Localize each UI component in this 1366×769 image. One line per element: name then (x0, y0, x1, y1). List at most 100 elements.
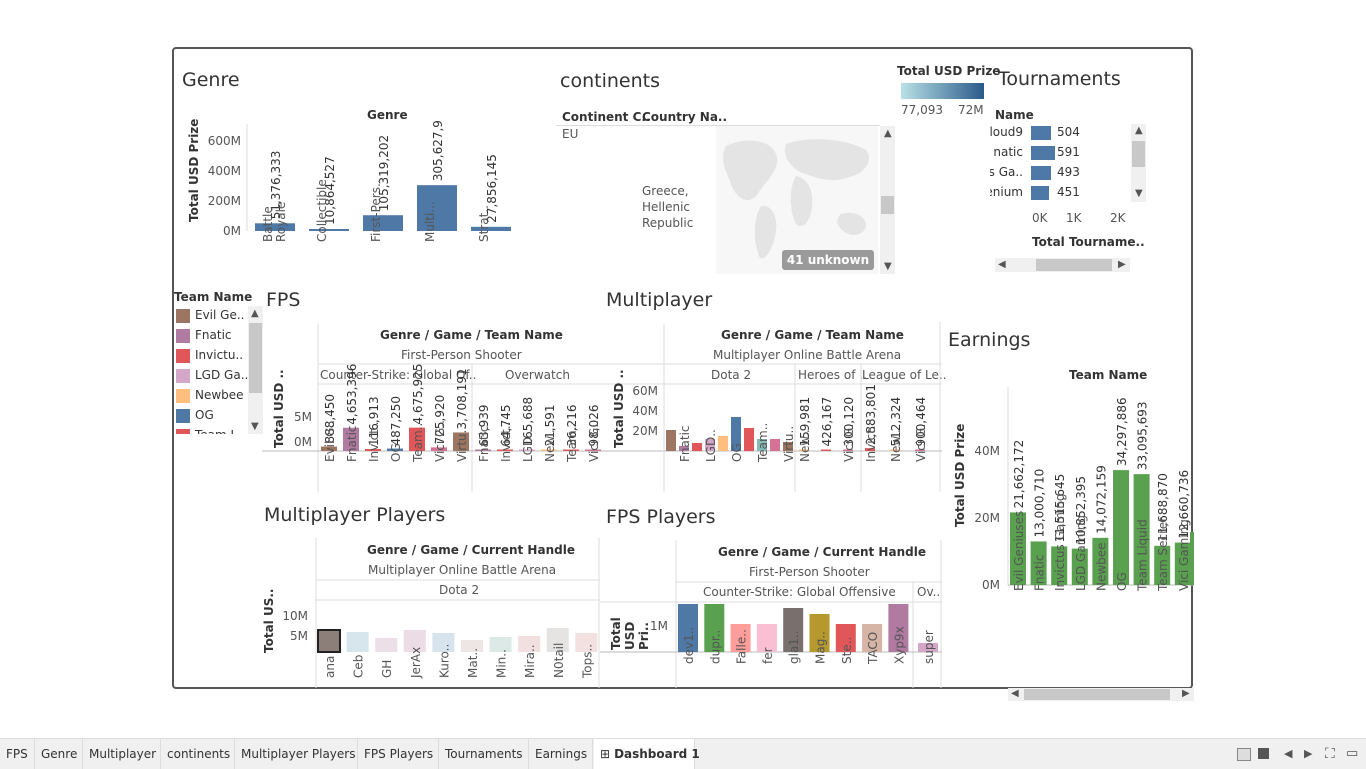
fps-players-game-cs: Counter-Strike: Global Offensive (703, 585, 896, 599)
next-sheet-icon[interactable]: ▶ (1304, 747, 1313, 760)
team-legend-scroll-up-icon[interactable]: ▲ (251, 308, 259, 319)
tournaments-hscroll-thumb[interactable] (1036, 259, 1112, 271)
fps-genre: First-Person Shooter (401, 348, 522, 362)
tournament-row-bar (1031, 146, 1055, 160)
mp-dota-category-label: Virtu.. (782, 426, 796, 462)
mp-dota-category-label: Team.. (756, 423, 770, 463)
team-legend-label: Invictu.. (195, 348, 244, 362)
tournaments-xtick-0: 0K (1032, 211, 1048, 225)
team-legend-item[interactable]: OG (176, 408, 214, 423)
earnings-scroll-left-icon[interactable]: ◀ (1011, 688, 1019, 699)
continents-col-continent[interactable]: Continent C.. (562, 110, 651, 124)
earnings-scroll-right-icon[interactable]: ▶ (1182, 688, 1190, 699)
show-tabs-icon[interactable] (1258, 748, 1269, 759)
team-legend-item[interactable]: Invictu.. (176, 348, 243, 363)
fps-cs-value-label: 725,920 (433, 395, 447, 445)
tournament-row[interactable]: natic 591 (990, 144, 1130, 162)
fps-cs-category-label: Virtu.. (455, 426, 469, 462)
earnings-value-label: 14,072,159 (1094, 465, 1108, 534)
team-legend-item[interactable]: Fnatic (176, 328, 232, 343)
earnings-hscroll-thumb[interactable] (1024, 689, 1170, 700)
earnings-value-label: 21,662,172 (1012, 440, 1026, 509)
tournaments-scroll-down-icon[interactable]: ▼ (1135, 188, 1143, 199)
fps-ow-bar (585, 449, 601, 451)
tab-fps[interactable]: FPS (0, 739, 35, 769)
fpsp-bar (862, 624, 883, 652)
mp-dota-category-label: Fnatic (678, 426, 692, 463)
tournament-row[interactable]: s Ga.. 493 (990, 164, 1130, 182)
earnings-value-label: 13,000,710 (1033, 469, 1047, 538)
team-legend-item[interactable]: LGD Ga.. (176, 368, 248, 383)
team-legend-scroll-down-icon[interactable]: ▼ (251, 421, 259, 432)
earnings-value-label: 12,660,736 (1177, 470, 1191, 539)
tournaments-title: Tournaments (998, 68, 1121, 90)
earnings-bar (1030, 541, 1047, 585)
fps-ytick: 0M (294, 435, 312, 449)
mpp-category-label: Mira.. (523, 644, 537, 678)
fpsp-category-label: dev1.. (682, 627, 696, 664)
earnings-category-label: OG (1115, 572, 1129, 591)
presentation-icon[interactable]: ▭ (1346, 746, 1359, 761)
tab-earnings[interactable]: Earnings (529, 739, 593, 769)
fps-game-ow: Overwatch (505, 368, 570, 382)
mpp-category-label: ana (323, 656, 337, 678)
team-legend-item[interactable]: Newbee (176, 388, 244, 403)
continents-scroll-thumb[interactable] (881, 196, 894, 214)
fps-ow-category-label: New.. (543, 429, 557, 462)
tab-fps-players[interactable]: FPS Players (358, 739, 439, 769)
mp-lol-bar (890, 449, 900, 451)
mp-players-title: Multiplayer Players (264, 504, 446, 526)
tournaments-scroll-right-icon[interactable]: ▶ (1118, 259, 1126, 270)
tab-multiplayer[interactable]: Multiplayer (83, 739, 161, 769)
fps-ow-bar (541, 449, 557, 451)
tournament-row[interactable]: enium 451 (990, 184, 1130, 202)
fpsp-category-label: Ste.. (840, 637, 854, 664)
mpp-bar (346, 632, 369, 652)
multiplayer-game-hots: Heroes of .. (798, 368, 867, 382)
color-legend-title: Total USD Prize (897, 64, 1001, 78)
earnings-value-label: 34,297,886 (1115, 397, 1129, 466)
tournament-row[interactable]: loud9 504 (990, 124, 1130, 142)
fit-icon[interactable]: ⛶ (1325, 746, 1335, 762)
earnings-category-label: Newbee (1094, 542, 1108, 591)
color-legend-gradient (901, 83, 984, 99)
mpp-category-label: N0tail (552, 643, 566, 678)
fpsp-bar (888, 604, 909, 652)
team-legend-item[interactable]: Team L.. (176, 428, 245, 434)
fps-cs-value-label: 888,450 (323, 394, 337, 444)
team-legend-item[interactable]: Evil Ge.. (176, 308, 244, 323)
genre-ytick: 200M (208, 194, 241, 208)
tournaments-xtick-1: 1K (1066, 211, 1082, 225)
fpsp-bar (756, 624, 777, 652)
team-legend-scroll-thumb[interactable] (249, 323, 262, 393)
continents-title: continents (560, 70, 660, 92)
genre-category-label: Strat.. (477, 205, 491, 242)
mpp-bar (489, 637, 512, 652)
continents-scroll-up-icon[interactable]: ▲ (884, 128, 892, 139)
genre-title: Genre (182, 69, 240, 91)
world-map[interactable]: 41 unknown (716, 126, 878, 274)
tournaments-scroll-left-icon[interactable]: ◀ (998, 259, 1006, 270)
mp-dota-bar (679, 446, 689, 451)
prev-sheet-icon[interactable]: ◀ (1284, 747, 1293, 760)
fpsp-bar (704, 604, 725, 652)
tab-multiplayer-players[interactable]: Multiplayer Players (235, 739, 358, 769)
tab-genre[interactable]: Genre (35, 739, 83, 769)
continents-scroll-down-icon[interactable]: ▼ (884, 261, 892, 272)
tab-dashboard-1[interactable]: ⊞ Dashboard 1 (594, 739, 700, 769)
fpsp-bar (783, 608, 804, 652)
tab-tournaments[interactable]: Tournaments (439, 739, 529, 769)
tournaments-col-name[interactable]: Name (995, 108, 1034, 122)
mp-hots-bar (821, 449, 831, 451)
continents-col-country[interactable]: Country Na.. (642, 110, 728, 124)
tournaments-scroll-up-icon[interactable]: ▲ (1135, 125, 1143, 136)
tab-continents[interactable]: continents (161, 739, 235, 769)
team-legend-label: LGD Ga.. (195, 368, 248, 382)
mp-lol-category-label: Invict.. (864, 421, 878, 462)
tournaments-vscroll-thumb[interactable] (1132, 141, 1145, 167)
team-legend-swatch (176, 348, 190, 363)
mp-players-genre: Multiplayer Online Battle Arena (368, 563, 557, 577)
multiplayer-header: Genre / Game / Team Name (721, 328, 904, 342)
tournament-row-bar (1031, 186, 1050, 200)
show-sheet-sorter-icon[interactable] (1237, 748, 1251, 761)
